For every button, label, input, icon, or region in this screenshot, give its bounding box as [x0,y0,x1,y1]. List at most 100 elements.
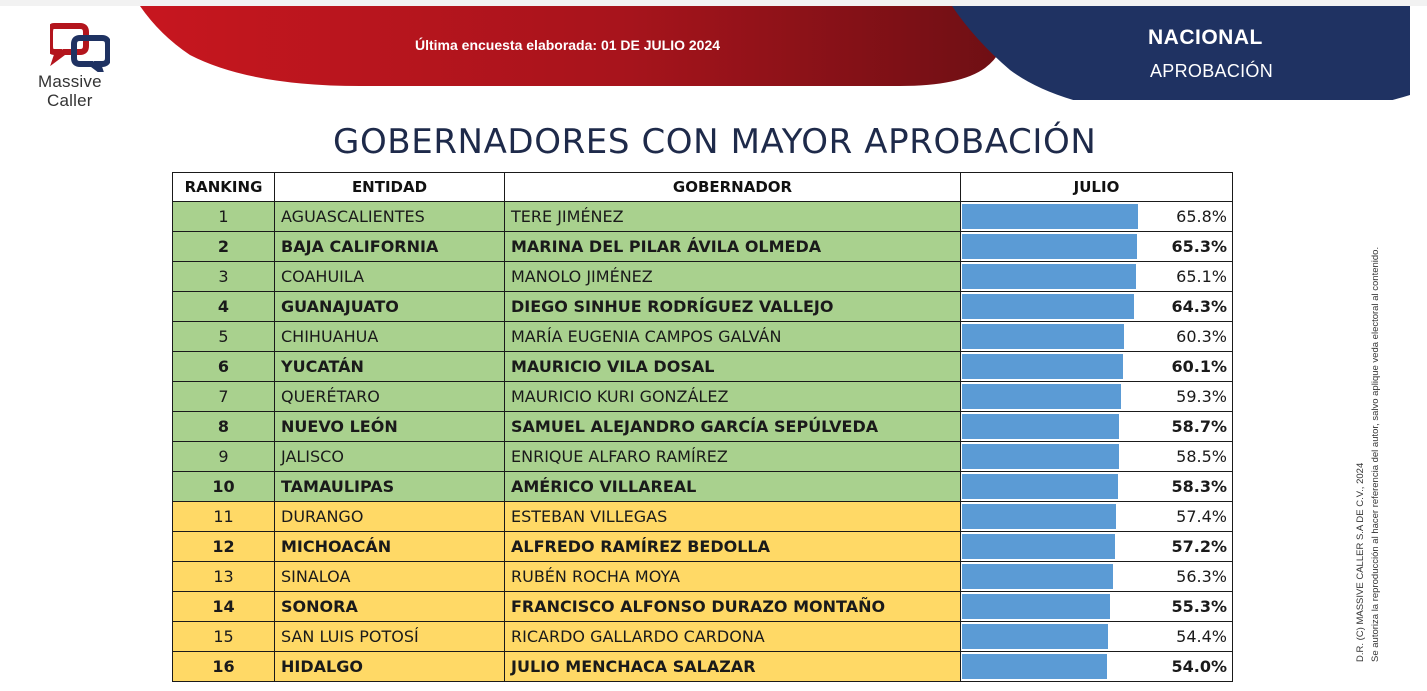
header-banner [140,6,1410,100]
copyright-line-1: D.R. (C) MASSIVE CALLER S.A DE C.V., 202… [1355,462,1366,662]
gobernador-cell: SAMUEL ALEJANDRO GARCÍA SEPÚLVEDA [504,411,961,442]
table-row: 4 GUANAJUATO DIEGO SINHUE RODRÍGUEZ VALLEJ… [172,291,1233,322]
approval-value-label: 58.3% [1171,477,1227,496]
julio-cell: 65.8% [960,201,1233,232]
approval-bar [962,234,1137,259]
table-body: 1 AGUASCALIENTES TERE JIMÉNEZ 65.8% 2 BAJA CA… [172,201,1233,682]
julio-cell: 54.4% [960,621,1233,652]
logo-word-massive: Massive [38,72,102,91]
rank-cell: 11 [172,501,275,532]
bar-track: 60.3% [961,322,1231,351]
gobernador-cell: MAURICIO KURI GONZÁLEZ [504,381,961,412]
rank-cell: 4 [172,291,275,322]
julio-cell: 60.1% [960,351,1233,382]
gobernador-cell: MANOLO JIMÉNEZ [504,261,961,292]
approval-bar [962,654,1107,679]
bar-track: 58.7% [961,412,1231,441]
gobernador-cell: TERE JIMÉNEZ [504,201,961,232]
bar-track: 58.5% [961,442,1231,471]
survey-date: Última encuesta elaborada: 01 DE JULIO 2… [415,37,721,53]
approval-bar [962,204,1139,229]
rank-cell: 9 [172,441,275,472]
approval-bar [962,534,1116,559]
entidad-cell: MICHOACÁN [274,531,505,562]
red-banner-shape [140,6,1005,86]
rank-cell: 15 [172,621,275,652]
bar-track: 59.3% [961,382,1231,411]
bar-track: 56.3% [961,562,1231,591]
speech-bubbles-logo-icon [50,23,110,72]
table-row: 2 BAJA CALIFORNIA MARINA DEL PILAR ÁVILA O… [172,231,1233,262]
table-row: 13 SINALOA RUBÉN ROCHA MOYA 56.3% [172,561,1233,592]
logo-word-caller: Caller [47,91,93,110]
table-row: 8 NUEVO LEÓN SAMUEL ALEJANDRO GARCÍA SEPÚL… [172,411,1233,442]
julio-cell: 56.3% [960,561,1233,592]
entidad-cell: SAN LUIS POTOSÍ [274,621,505,652]
rank-cell: 6 [172,351,275,382]
rank-cell: 2 [172,231,275,262]
approval-bar [962,294,1135,319]
bar-track: 54.0% [961,652,1231,681]
rank-cell: 14 [172,591,275,622]
julio-cell: 58.5% [960,441,1233,472]
entidad-cell: BAJA CALIFORNIA [274,231,505,262]
bar-track: 55.3% [961,592,1231,621]
gobernador-cell: AMÉRICO VILLAREAL [504,471,961,502]
gobernador-cell: RICARDO GALLARDO CARDONA [504,621,961,652]
approval-bar [962,504,1116,529]
julio-cell: 65.3% [960,231,1233,262]
julio-cell: 57.2% [960,531,1233,562]
approval-value-label: 57.2% [1171,537,1227,556]
approval-value-label: 64.3% [1171,297,1227,316]
gobernador-cell: MARÍA EUGENIA CAMPOS GALVÁN [504,321,961,352]
table-row: 7 QUERÉTARO MAURICIO KURI GONZÁLEZ 59.3% [172,381,1233,412]
column-header-ranking: RANKING [172,172,275,202]
column-header-gobernador: GOBERNADOR [504,172,961,202]
table-row: 11 DURANGO ESTEBAN VILLEGAS 57.4% [172,501,1233,532]
approval-bar [962,384,1121,409]
approval-bar [962,264,1137,289]
copyright-line-2: Se autoriza la reproducción al hacer ref… [1370,246,1381,662]
column-header-entidad: ENTIDAD [274,172,505,202]
julio-cell: 60.3% [960,321,1233,352]
julio-cell: 59.3% [960,381,1233,412]
approval-value-label: 54.4% [1176,627,1227,646]
approval-bar [962,474,1119,499]
rank-cell: 16 [172,651,275,682]
gobernador-cell: ENRIQUE ALFARO RAMÍREZ [504,441,961,472]
approval-bar [962,624,1108,649]
approval-value-label: 59.3% [1176,387,1227,406]
rank-cell: 5 [172,321,275,352]
approval-value-label: 65.8% [1176,207,1227,226]
bar-track: 65.8% [961,202,1231,231]
top-rule [0,0,1427,6]
rank-cell: 12 [172,531,275,562]
entidad-cell: DURANGO [274,501,505,532]
entidad-cell: CHIHUAHUA [274,321,505,352]
approval-bar [962,564,1113,589]
julio-cell: 65.1% [960,261,1233,292]
approval-bar [962,324,1124,349]
page-title: GOBERNADORES CON MAYOR APROBACIÓN [333,122,1097,162]
entidad-cell: YUCATÁN [274,351,505,382]
table-row: 9 JALISCO ENRIQUE ALFARO RAMÍREZ 58.5% [172,441,1233,472]
entidad-cell: QUERÉTARO [274,381,505,412]
table-row: 12 MICHOACÁN ALFREDO RAMÍREZ BEDOLLA 57.2% [172,531,1233,562]
bar-track: 57.2% [961,532,1231,561]
approval-value-label: 60.1% [1171,357,1227,376]
gobernador-cell: ALFREDO RAMÍREZ BEDOLLA [504,531,961,562]
bar-track: 60.1% [961,352,1231,381]
bar-track: 64.3% [961,292,1231,321]
scope-label: NACIONAL [1148,26,1263,49]
table-row: 6 YUCATÁN MAURICIO VILA DOSAL 60.1% [172,351,1233,382]
approval-value-label: 55.3% [1171,597,1227,616]
julio-cell: 58.3% [960,471,1233,502]
table-row: 1 AGUASCALIENTES TERE JIMÉNEZ 65.8% [172,201,1233,232]
entidad-cell: HIDALGO [274,651,505,682]
rank-cell: 1 [172,201,275,232]
table-row: 16 HIDALGO JULIO MENCHACA SALAZAR 54.0% [172,651,1233,682]
entidad-cell: SONORA [274,591,505,622]
gobernador-cell: MAURICIO VILA DOSAL [504,351,961,382]
approval-bar [962,354,1124,379]
table-row: 14 SONORA FRANCISCO ALFONSO DURAZO MONTAÑO… [172,591,1233,622]
